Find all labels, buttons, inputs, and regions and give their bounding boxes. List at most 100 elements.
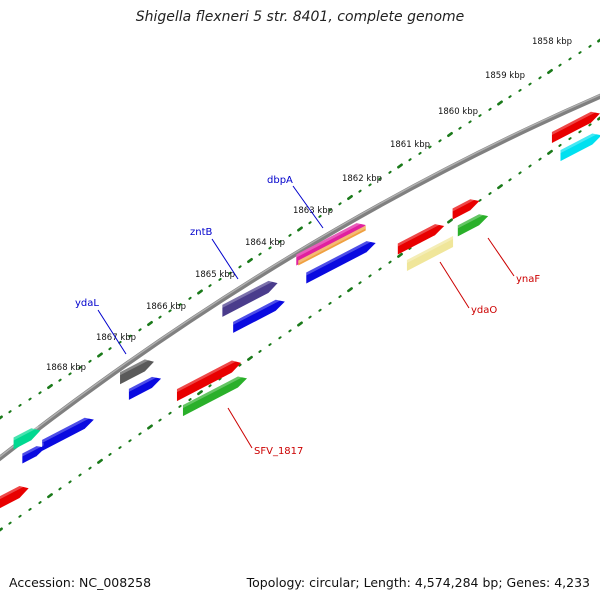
- gene-ydaL-blue-shine: [128, 373, 160, 392]
- gene-zntB-blue-body: [233, 299, 285, 333]
- gene-dbpA-blue: [306, 237, 376, 284]
- tick-mark: [218, 377, 222, 381]
- tick-mark: [397, 252, 403, 258]
- tick-mark: [368, 183, 372, 187]
- gene-green-ynaF-shine: [457, 210, 487, 229]
- tick-mark: [128, 334, 132, 338]
- tick-mark: [597, 38, 600, 43]
- gene-leader-line: [211, 238, 239, 280]
- tick-label: 1866 kbp: [146, 302, 186, 312]
- tick-mark: [447, 132, 453, 137]
- tick-mark: [78, 473, 82, 477]
- tick-mark: [158, 315, 162, 319]
- tick-mark: [497, 100, 503, 106]
- tick-mark: [538, 76, 542, 80]
- tick-mark: [268, 246, 272, 250]
- tick-mark: [68, 480, 72, 484]
- accession-text: Accession: NC_008258: [9, 575, 152, 590]
- gene-ydaL-shine: [120, 355, 152, 376]
- tick-mark: [88, 359, 92, 363]
- map-title: Shigella flexneri 5 str. 8401, complete …: [135, 9, 465, 25]
- tick-mark: [468, 120, 472, 124]
- gene-red-lower-left-body: [0, 485, 29, 509]
- tick-mark: [118, 446, 122, 450]
- gene-teal-left: [13, 424, 41, 450]
- tick-mark: [108, 347, 112, 351]
- tick-mark: [388, 260, 392, 264]
- gene-green-ynaF-body: [457, 214, 489, 237]
- tick-mark: [547, 149, 553, 155]
- gene-label: ydaO: [471, 305, 497, 316]
- tick-mark: [208, 384, 212, 388]
- tick-mark: [578, 130, 582, 134]
- gene-cyan-upper-right-shine: [560, 129, 600, 154]
- tick-mark: [168, 309, 172, 313]
- gene-zntB-body: [222, 280, 278, 317]
- tick-mark: [408, 246, 412, 250]
- tick-mark: [188, 296, 192, 300]
- tick-mark: [247, 257, 253, 264]
- gene-teal-left-body: [13, 428, 41, 450]
- tick-label: 1858 kbp: [532, 37, 572, 47]
- tick-label: 1862 kbp: [342, 174, 382, 184]
- tick-mark: [518, 171, 522, 175]
- gene-red-ydaO-upper: [397, 220, 445, 255]
- tick-mark: [38, 501, 42, 505]
- gene-red-ynaF-upper-shine: [452, 195, 478, 212]
- gene-cyan-upper-right: [560, 129, 600, 162]
- tick-mark: [47, 493, 53, 499]
- genome-backbone: [0, 93, 600, 462]
- tick-mark: [318, 308, 322, 312]
- tick-label: 1859 kbp: [485, 71, 525, 81]
- tick-mark: [308, 315, 312, 319]
- gene-red-SFV-shine: [176, 356, 240, 393]
- tick-mark: [288, 329, 292, 333]
- gene-dbpA-blue-body: [306, 241, 376, 284]
- tick-mark: [588, 44, 592, 48]
- tick-mark: [497, 184, 503, 190]
- gene-red-ynaF-upper: [452, 195, 480, 220]
- tick-mark: [488, 192, 492, 196]
- gene-red-ydaO-upper-shine: [397, 220, 443, 247]
- tick-mark: [178, 404, 182, 408]
- gene-blue-small-left-shine: [22, 442, 44, 457]
- gene-dbpA-stripe-shine: [298, 225, 366, 264]
- tick-mark: [58, 378, 62, 382]
- tick-label: 1865 kbp: [195, 270, 235, 280]
- tick-mark: [547, 69, 553, 74]
- gene-teal-left-shine: [13, 424, 39, 441]
- tick-mark: [388, 170, 392, 174]
- gene-leader-line: [487, 237, 515, 277]
- tick-mark: [0, 415, 3, 420]
- gene-zntB: [222, 277, 278, 317]
- tick-mark: [68, 372, 72, 376]
- tick-mark: [8, 521, 12, 525]
- tick-mark: [138, 328, 142, 332]
- tick-mark: [478, 114, 482, 118]
- tick-mark: [28, 507, 32, 511]
- tick-label: 1861 kbp: [390, 140, 430, 150]
- tick-mark: [318, 214, 322, 218]
- tick-mark: [308, 221, 312, 225]
- gene-ydaL: [120, 355, 154, 385]
- tick-mark: [238, 265, 242, 269]
- gene-SFV_1817-body: [182, 376, 248, 417]
- tick-mark: [258, 252, 262, 256]
- tick-mark: [268, 343, 272, 347]
- gene-red-upper-right: [551, 107, 600, 144]
- gene-zntB-shine: [222, 277, 276, 308]
- tick-mark: [158, 418, 162, 422]
- tick-mark: [297, 321, 303, 327]
- tick-mark: [178, 303, 182, 307]
- tick-mark: [428, 145, 432, 149]
- tick-mark: [488, 107, 492, 111]
- tick-mark: [278, 336, 282, 340]
- tick-mark: [378, 267, 382, 271]
- tick-mark: [568, 137, 572, 141]
- tick-mark: [478, 198, 482, 202]
- gene-dbpA-stripe: [298, 225, 366, 266]
- gene-dbpA-blue-shine: [306, 237, 374, 276]
- gene-zntB-blue-shine: [233, 296, 283, 325]
- tick-mark: [588, 123, 592, 127]
